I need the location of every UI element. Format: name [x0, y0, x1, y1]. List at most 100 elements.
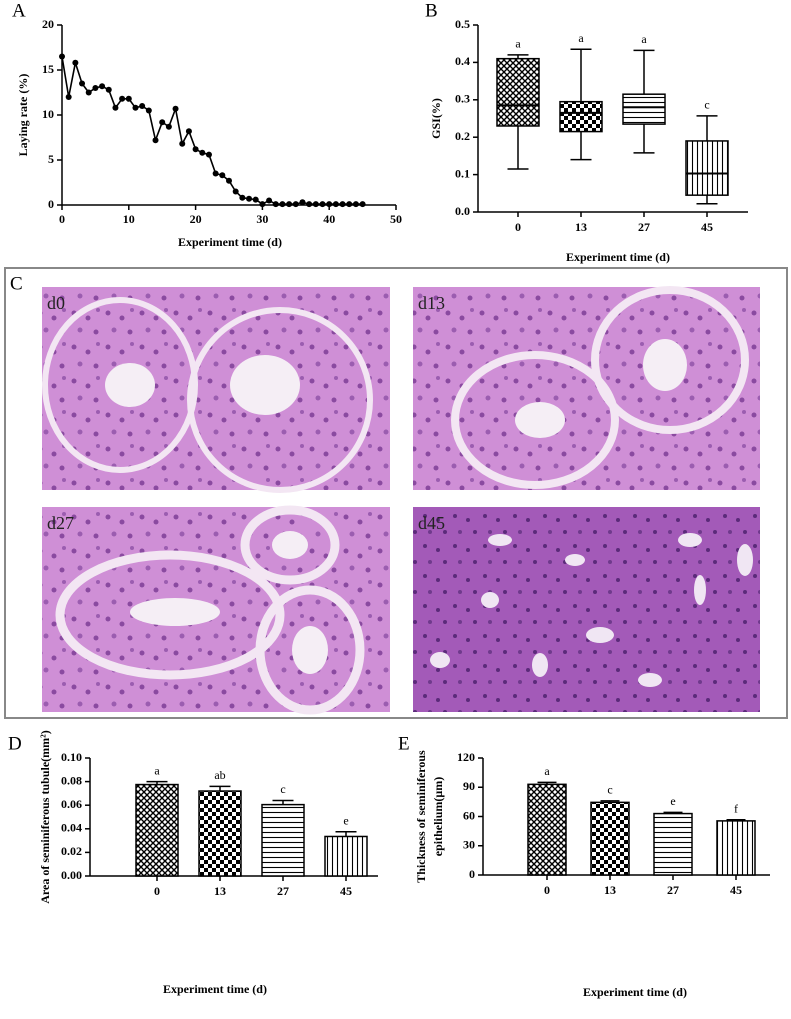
- y-tick-label: 0: [469, 867, 475, 881]
- x-tick-label: 13: [214, 884, 226, 898]
- panel-letter: C: [10, 273, 23, 294]
- bar: [135, 783, 179, 877]
- data-point: [326, 201, 333, 208]
- data-point: [226, 177, 232, 184]
- data-point: [132, 104, 139, 111]
- x-tick-label: 0: [154, 884, 160, 898]
- data-point: [232, 188, 239, 195]
- data-point: [192, 146, 199, 153]
- y-tick-label: 10: [42, 107, 54, 121]
- data-point: [112, 104, 119, 111]
- panel-letter: B: [425, 0, 438, 21]
- data-point: [339, 201, 346, 208]
- data-point: [145, 107, 152, 114]
- y-tick-label: 0.4: [455, 54, 470, 68]
- data-point: [319, 201, 326, 208]
- y-axis-label: Area of seminiferous tubule(mm²): [38, 730, 52, 903]
- x-tick-label: 0: [515, 220, 521, 234]
- data-point: [185, 128, 192, 135]
- bar: [198, 790, 242, 877]
- x-tick-label: 10: [123, 212, 135, 226]
- data-point: [92, 85, 99, 91]
- data-point: [279, 201, 286, 208]
- micrograph: [413, 286, 760, 490]
- data-point: [119, 95, 126, 102]
- x-tick-label: 50: [390, 212, 402, 226]
- data-point: [272, 201, 279, 208]
- y-tick-label: 0.3: [455, 92, 470, 106]
- data-point: [306, 201, 313, 208]
- y-tick-label: 0.10: [61, 750, 82, 764]
- data-point: [139, 103, 146, 109]
- micrograph-label: d27: [47, 513, 74, 533]
- y-tick-label: 15: [42, 62, 54, 76]
- y-tick-label: 60: [463, 808, 475, 822]
- x-axis-label: Experiment time (d): [178, 235, 282, 249]
- data-point: [299, 199, 306, 206]
- significance-letter: a: [578, 31, 584, 45]
- y-axis-label: Laying rate (%): [16, 74, 30, 157]
- micrograph: [42, 287, 390, 493]
- panel-letter: E: [398, 733, 410, 754]
- data-point: [219, 172, 226, 179]
- x-axis-label: Experiment time (d): [583, 985, 687, 999]
- significance-letter: c: [607, 783, 612, 797]
- y-axis-label: Thickness of seminiferous: [414, 750, 428, 883]
- x-tick-label: 27: [667, 883, 679, 897]
- y-tick-label: 0.04: [61, 821, 82, 835]
- data-point: [259, 201, 266, 208]
- y-tick-label: 0.08: [61, 773, 82, 787]
- y-tick-label: 0.1: [455, 166, 470, 180]
- y-tick-label: 20: [42, 17, 54, 31]
- data-point: [152, 137, 159, 144]
- x-tick-label: 40: [323, 212, 335, 226]
- data-point: [312, 201, 319, 208]
- x-tick-label: 20: [190, 212, 202, 226]
- data-point: [172, 105, 179, 112]
- box: [685, 140, 729, 196]
- micrograph: [413, 507, 760, 712]
- data-point: [359, 201, 366, 208]
- data-point: [65, 94, 72, 100]
- data-point: [59, 53, 65, 60]
- data-point: [352, 201, 359, 208]
- micrograph-label: d0: [47, 293, 65, 313]
- box: [622, 93, 666, 125]
- y-tick-label: 5: [48, 152, 54, 166]
- significance-letter: c: [704, 98, 709, 112]
- data-point: [346, 201, 353, 208]
- data-point: [85, 89, 92, 96]
- x-tick-label: 27: [638, 220, 650, 234]
- x-tick-label: 30: [256, 212, 268, 226]
- data-point: [79, 80, 86, 87]
- panel-letter: D: [8, 733, 22, 754]
- x-tick-label: 13: [575, 220, 587, 234]
- bar: [716, 820, 756, 876]
- significance-letter: e: [670, 794, 675, 808]
- significance-letter: e: [343, 814, 348, 828]
- box: [559, 100, 603, 133]
- x-tick-label: 45: [340, 884, 352, 898]
- x-tick-label: 0: [544, 883, 550, 897]
- bar: [261, 803, 305, 877]
- data-point: [125, 95, 132, 102]
- data-point: [159, 119, 166, 126]
- significance-letter: a: [154, 763, 160, 777]
- data-point: [212, 170, 219, 177]
- data-point: [105, 86, 112, 93]
- y-tick-label: 30: [463, 838, 475, 852]
- data-point: [179, 140, 186, 147]
- data-point: [72, 59, 79, 66]
- x-tick-label: 45: [730, 883, 742, 897]
- data-point: [165, 123, 172, 130]
- panel-letter: A: [12, 0, 26, 21]
- y-axis-label: GSI(%): [429, 98, 443, 139]
- y-tick-label: 0.5: [455, 17, 470, 31]
- data-point: [332, 201, 339, 208]
- data-point: [286, 201, 293, 208]
- data-point: [199, 149, 206, 156]
- data-point: [99, 83, 106, 90]
- x-tick-label: 27: [277, 884, 289, 898]
- y-tick-label: 120: [457, 750, 475, 764]
